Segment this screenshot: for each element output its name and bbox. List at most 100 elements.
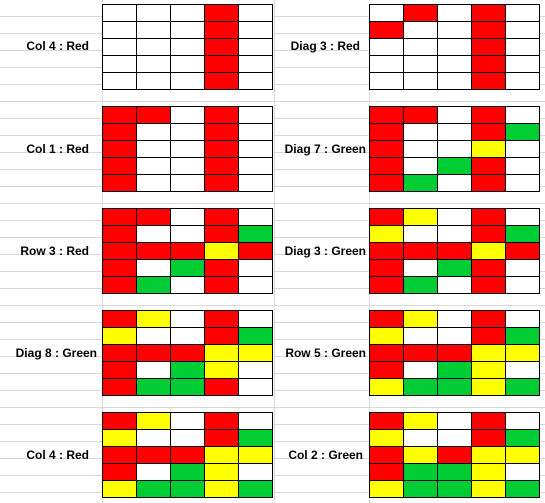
board-cell[interactable] [171, 328, 205, 345]
board-cell[interactable] [370, 481, 404, 498]
board-cell[interactable] [472, 481, 506, 498]
board-cell[interactable] [103, 226, 137, 243]
board-cell[interactable] [404, 107, 438, 124]
board-cell[interactable] [171, 260, 205, 277]
board-cell[interactable] [404, 22, 438, 39]
board-cell[interactable] [404, 379, 438, 396]
board-cell[interactable] [404, 5, 438, 22]
board-cell[interactable] [205, 209, 239, 226]
board-cell[interactable] [103, 362, 137, 379]
board-cell[interactable] [171, 107, 205, 124]
board-cell[interactable] [370, 107, 404, 124]
board-cell[interactable] [506, 243, 540, 260]
board-cell[interactable] [438, 413, 472, 430]
board-cell[interactable] [171, 141, 205, 158]
board-cell[interactable] [370, 141, 404, 158]
board-cell[interactable] [239, 311, 273, 328]
board-cell[interactable] [171, 124, 205, 141]
board-cell[interactable] [472, 413, 506, 430]
board-cell[interactable] [404, 124, 438, 141]
board-cell[interactable] [370, 464, 404, 481]
board-cell[interactable] [404, 141, 438, 158]
board-cell[interactable] [239, 464, 273, 481]
board-cell[interactable] [239, 175, 273, 192]
board-cell[interactable] [171, 413, 205, 430]
board-cell[interactable] [205, 464, 239, 481]
board-cell[interactable] [239, 430, 273, 447]
board-cell[interactable] [506, 430, 540, 447]
board-cell[interactable] [404, 56, 438, 73]
board-cell[interactable] [205, 107, 239, 124]
board-cell[interactable] [472, 5, 506, 22]
board-cell[interactable] [137, 226, 171, 243]
board-cell[interactable] [370, 226, 404, 243]
board-cell[interactable] [438, 56, 472, 73]
board-cell[interactable] [370, 345, 404, 362]
board-cell[interactable] [506, 345, 540, 362]
board-cell[interactable] [103, 379, 137, 396]
board-cell[interactable] [438, 447, 472, 464]
board-cell[interactable] [438, 430, 472, 447]
board-cell[interactable] [171, 22, 205, 39]
board-cell[interactable] [103, 209, 137, 226]
board-cell[interactable] [137, 175, 171, 192]
board-cell[interactable] [239, 56, 273, 73]
board-cell[interactable] [370, 379, 404, 396]
board-cell[interactable] [506, 413, 540, 430]
board-cell[interactable] [171, 277, 205, 294]
board-cell[interactable] [438, 464, 472, 481]
board-cell[interactable] [239, 141, 273, 158]
board-cell[interactable] [137, 277, 171, 294]
board-cell[interactable] [137, 209, 171, 226]
board-cell[interactable] [103, 447, 137, 464]
board-cell[interactable] [506, 277, 540, 294]
board-cell[interactable] [472, 124, 506, 141]
board-cell[interactable] [404, 345, 438, 362]
board-cell[interactable] [438, 124, 472, 141]
board-cell[interactable] [239, 39, 273, 56]
board-cell[interactable] [472, 56, 506, 73]
board-cell[interactable] [506, 22, 540, 39]
board-cell[interactable] [404, 464, 438, 481]
board-cell[interactable] [472, 430, 506, 447]
board-cell[interactable] [205, 243, 239, 260]
board-cell[interactable] [370, 22, 404, 39]
board-cell[interactable] [239, 260, 273, 277]
board-cell[interactable] [404, 481, 438, 498]
board-cell[interactable] [370, 277, 404, 294]
board-cell[interactable] [239, 277, 273, 294]
board-cell[interactable] [205, 413, 239, 430]
board-cell[interactable] [103, 124, 137, 141]
board-cell[interactable] [205, 39, 239, 56]
board-cell[interactable] [506, 73, 540, 90]
board-cell[interactable] [205, 175, 239, 192]
board-cell[interactable] [370, 243, 404, 260]
board-cell[interactable] [205, 481, 239, 498]
board-cell[interactable] [506, 328, 540, 345]
board-cell[interactable] [472, 107, 506, 124]
board-cell[interactable] [239, 413, 273, 430]
board-cell[interactable] [239, 328, 273, 345]
board-cell[interactable] [103, 260, 137, 277]
board-cell[interactable] [370, 311, 404, 328]
board-cell[interactable] [205, 260, 239, 277]
board-cell[interactable] [171, 175, 205, 192]
board-cell[interactable] [137, 345, 171, 362]
board-cell[interactable] [404, 447, 438, 464]
board-cell[interactable] [472, 277, 506, 294]
board-cell[interactable] [472, 22, 506, 39]
board-cell[interactable] [472, 328, 506, 345]
board-cell[interactable] [239, 481, 273, 498]
board-cell[interactable] [205, 277, 239, 294]
board-cell[interactable] [137, 464, 171, 481]
board-cell[interactable] [239, 379, 273, 396]
board-cell[interactable] [205, 311, 239, 328]
board-cell[interactable] [404, 311, 438, 328]
board-cell[interactable] [472, 379, 506, 396]
board-cell[interactable] [370, 328, 404, 345]
board-cell[interactable] [103, 277, 137, 294]
board-cell[interactable] [103, 56, 137, 73]
board-cell[interactable] [137, 430, 171, 447]
board-cell[interactable] [472, 345, 506, 362]
board-cell[interactable] [103, 22, 137, 39]
